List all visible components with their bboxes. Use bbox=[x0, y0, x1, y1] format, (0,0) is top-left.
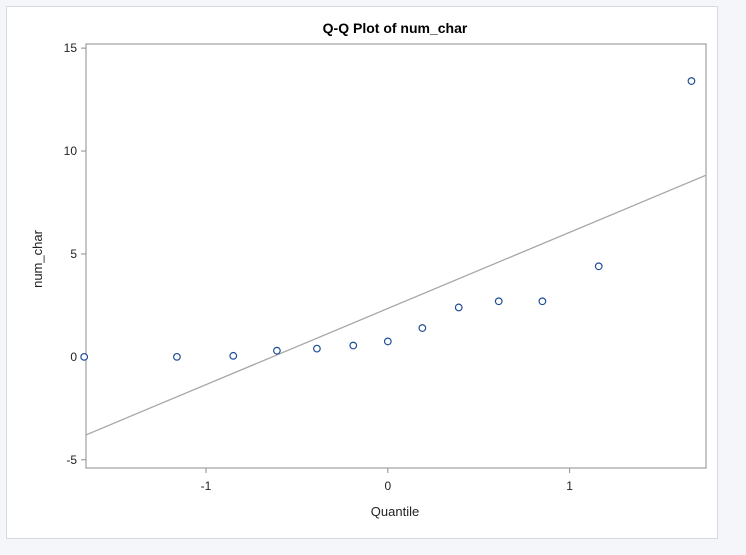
data-point bbox=[594, 262, 603, 271]
data-point bbox=[454, 303, 463, 312]
data-point bbox=[229, 351, 238, 360]
y-tick-label: 15 bbox=[64, 41, 78, 55]
y-tick-label: 0 bbox=[70, 350, 77, 364]
y-tick-label: 5 bbox=[70, 247, 77, 261]
data-point bbox=[273, 346, 281, 355]
data-point bbox=[349, 341, 358, 350]
chart-title: Q-Q Plot of num_char bbox=[323, 20, 468, 36]
data-point bbox=[418, 324, 427, 332]
x-tick-label: 1 bbox=[566, 479, 573, 493]
plot-frame bbox=[85, 43, 707, 469]
chart-container bbox=[6, 6, 718, 539]
data-point bbox=[494, 297, 503, 306]
x-tick-label: 0 bbox=[384, 479, 391, 493]
y-axis-label: num_char bbox=[30, 229, 45, 287]
data-point bbox=[80, 352, 89, 361]
reference-line bbox=[86, 174, 706, 436]
y-tick-label: 10 bbox=[64, 144, 78, 158]
plot-area: -1 0 1 -5 0 5 10 15 bbox=[64, 41, 707, 493]
data-point bbox=[313, 344, 321, 353]
data-point bbox=[538, 297, 547, 306]
y-tick-label: -5 bbox=[66, 453, 77, 467]
x-axis-label: Quantile bbox=[371, 504, 419, 519]
data-point bbox=[383, 337, 392, 346]
data-point bbox=[687, 77, 696, 85]
x-tick-label: -1 bbox=[201, 479, 212, 493]
data-point bbox=[173, 352, 181, 361]
